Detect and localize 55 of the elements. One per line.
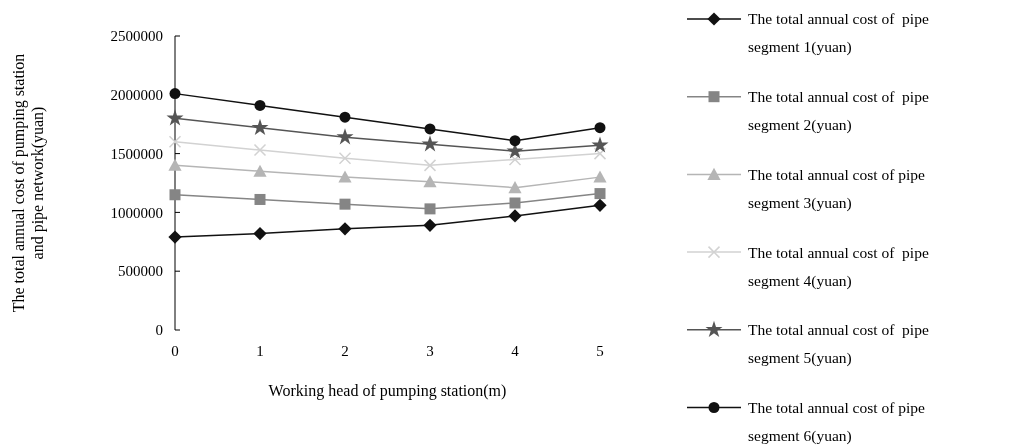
point xyxy=(591,136,609,153)
y-tick-label: 1500000 xyxy=(110,145,163,162)
y-tick-label: 2000000 xyxy=(110,87,163,104)
y-tick-label: 500000 xyxy=(118,263,163,280)
legend-label: The total annual cost of pipe segment 1(yuan) xyxy=(748,10,929,57)
point xyxy=(253,143,267,157)
x-tick-label: 2 xyxy=(341,343,349,359)
y-tick-label: 0 xyxy=(155,322,163,339)
point xyxy=(168,230,182,244)
x-tick-label: 4 xyxy=(511,343,520,359)
point xyxy=(593,147,607,160)
point xyxy=(254,193,266,205)
point xyxy=(253,164,267,177)
x-tick-label: 0 xyxy=(171,343,179,359)
point xyxy=(339,198,351,210)
point xyxy=(169,88,181,100)
x-tick-label: 5 xyxy=(596,343,604,359)
point xyxy=(169,189,181,201)
x-axis-title: Working head of pumping station(m) xyxy=(268,382,507,400)
legend-label: The total annual cost of pipe segment 2(yuan) xyxy=(748,88,929,135)
point xyxy=(508,209,522,223)
point xyxy=(168,158,182,171)
point xyxy=(423,218,437,232)
point xyxy=(423,159,437,172)
point xyxy=(254,99,266,111)
x-tick-label: 1 xyxy=(256,343,264,359)
point xyxy=(509,135,521,147)
point xyxy=(509,197,521,209)
legend-label: The total annual cost of pipe segment 3(yuan) xyxy=(748,165,926,212)
y-tick-label: 1000000 xyxy=(110,204,163,221)
point xyxy=(423,175,437,188)
point xyxy=(424,123,436,135)
point xyxy=(421,135,439,152)
point xyxy=(336,128,354,145)
legend-label: The total annual cost of pipe segment 4(yuan) xyxy=(748,243,929,290)
point xyxy=(338,222,352,236)
point xyxy=(593,198,607,212)
point xyxy=(166,109,184,126)
point xyxy=(508,181,522,194)
point xyxy=(593,170,607,183)
point xyxy=(424,203,436,215)
y-axis-title: The total annual cost of pumping station and pipe network(yuan) xyxy=(10,53,48,313)
point xyxy=(251,118,269,135)
legend-label: The total annual cost of pipe segment 5(yuan) xyxy=(748,321,929,368)
y-tick-label: 2500000 xyxy=(110,28,163,45)
legend-label: The total annual cost of pipe segment 6(yuan) xyxy=(748,398,926,445)
point xyxy=(594,122,606,134)
point xyxy=(508,153,522,166)
point xyxy=(594,188,606,200)
point xyxy=(338,152,352,165)
point xyxy=(253,226,267,241)
x-tick-label: 3 xyxy=(426,343,434,359)
point xyxy=(339,111,351,123)
point xyxy=(338,170,352,183)
point xyxy=(168,135,182,149)
